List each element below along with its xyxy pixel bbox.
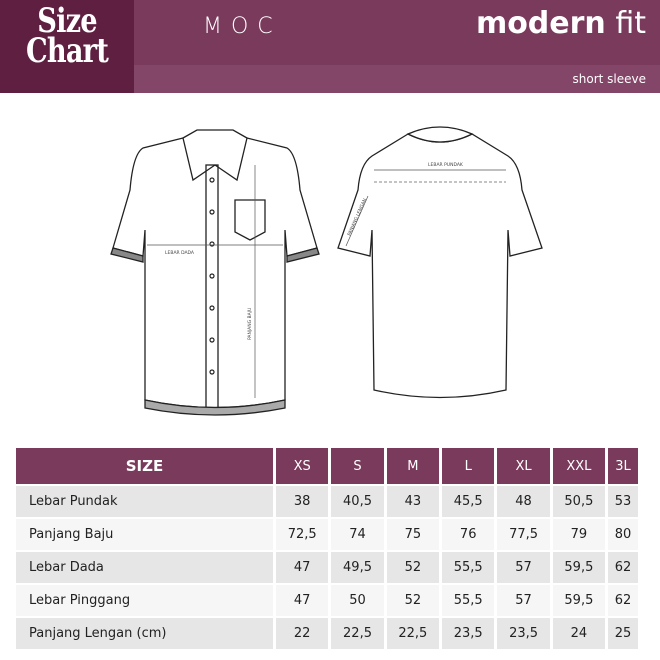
cell-value: 53 (608, 486, 638, 517)
cell-value: 38 (276, 486, 329, 517)
header-strip (134, 65, 660, 93)
table-row: Lebar Pinggang 47 50 52 55,5 57 59,5 62 (16, 585, 638, 616)
front-shirt-diagram: LEBAR DADA PANJANG BAJU (110, 129, 320, 416)
cell-value: 50,5 (552, 486, 606, 517)
size-col-S: S (331, 448, 384, 484)
cell-value: 75 (386, 519, 440, 550)
table-row: Panjang Lengan (cm) 22 22,5 22,5 23,5 23,5 24 2… (16, 618, 638, 649)
cell-value: 62 (608, 552, 638, 583)
cell-value: 72,5 (276, 519, 329, 550)
size-col-L: L (442, 448, 495, 484)
row-label: Panjang Lengan (cm) (16, 618, 273, 649)
table-row: Lebar Pundak 38 40,5 43 45,5 48 50,5 53 (16, 486, 638, 517)
cell-value: 45,5 (442, 486, 495, 517)
cell-value: 62 (608, 585, 638, 616)
cell-value: 23,5 (442, 618, 495, 649)
cell-value: 76 (442, 519, 495, 550)
brand-logo: MOC (203, 14, 282, 39)
row-label: Lebar Pinggang (16, 585, 273, 616)
back-shirt-diagram: LEBAR PUNDAK PANJANG LENGAN (337, 126, 543, 399)
sleeve-subtitle: short sleeve (572, 72, 647, 86)
cell-value: 40,5 (331, 486, 384, 517)
cell-value: 49,5 (331, 552, 384, 583)
size-col-XXL: XXL (552, 448, 606, 484)
cell-value: 43 (386, 486, 440, 517)
row-label: Lebar Dada (16, 552, 273, 583)
cell-value: 79 (552, 519, 606, 550)
cell-value: 80 (608, 519, 638, 550)
chest-width-label: LEBAR DADA (165, 250, 195, 256)
cell-value: 77,5 (497, 519, 550, 550)
size-chart-logo: Size Chart (0, 0, 134, 93)
size-col-3L: 3L (608, 448, 638, 484)
cell-value: 57 (497, 585, 550, 616)
cell-value: 25 (608, 618, 638, 649)
size-col-M: M (386, 448, 440, 484)
cell-value: 22,5 (386, 618, 440, 649)
cell-value: 24 (552, 618, 606, 649)
size-col-XL: XL (497, 448, 550, 484)
row-label: Lebar Pundak (16, 486, 273, 517)
table-row: Panjang Baju 72,5 74 75 76 77,5 79 80 (16, 519, 638, 550)
cell-value: 47 (276, 585, 329, 616)
body-length-label: PANJANG BAJU (247, 308, 253, 340)
cell-value: 57 (497, 552, 550, 583)
shoulder-width-label: LEBAR PUNDAK (428, 162, 464, 168)
cell-value: 50 (331, 585, 384, 616)
size-col-XS: XS (276, 448, 329, 484)
cell-value: 55,5 (442, 552, 495, 583)
fit-title: modern fit (475, 6, 646, 41)
cell-value: 52 (386, 552, 440, 583)
cell-value: 22 (276, 618, 329, 649)
table-row: Lebar Dada 47 49,5 52 55,5 57 59,5 62 (16, 552, 638, 583)
cell-value: 22,5 (331, 618, 384, 649)
cell-value: 48 (497, 486, 550, 517)
cell-value: 47 (276, 552, 329, 583)
cell-value: 59,5 (552, 585, 606, 616)
cell-value: 59,5 (552, 552, 606, 583)
size-table: SIZE XS S M L XL XXL 3L Lebar Pundak 38 40,5 43 45… (13, 446, 641, 651)
cell-value: 23,5 (497, 618, 550, 649)
row-label: Panjang Baju (16, 519, 273, 550)
size-header: SIZE (16, 448, 273, 484)
cell-value: 55,5 (442, 585, 495, 616)
cell-value: 74 (331, 519, 384, 550)
cell-value: 52 (386, 585, 440, 616)
